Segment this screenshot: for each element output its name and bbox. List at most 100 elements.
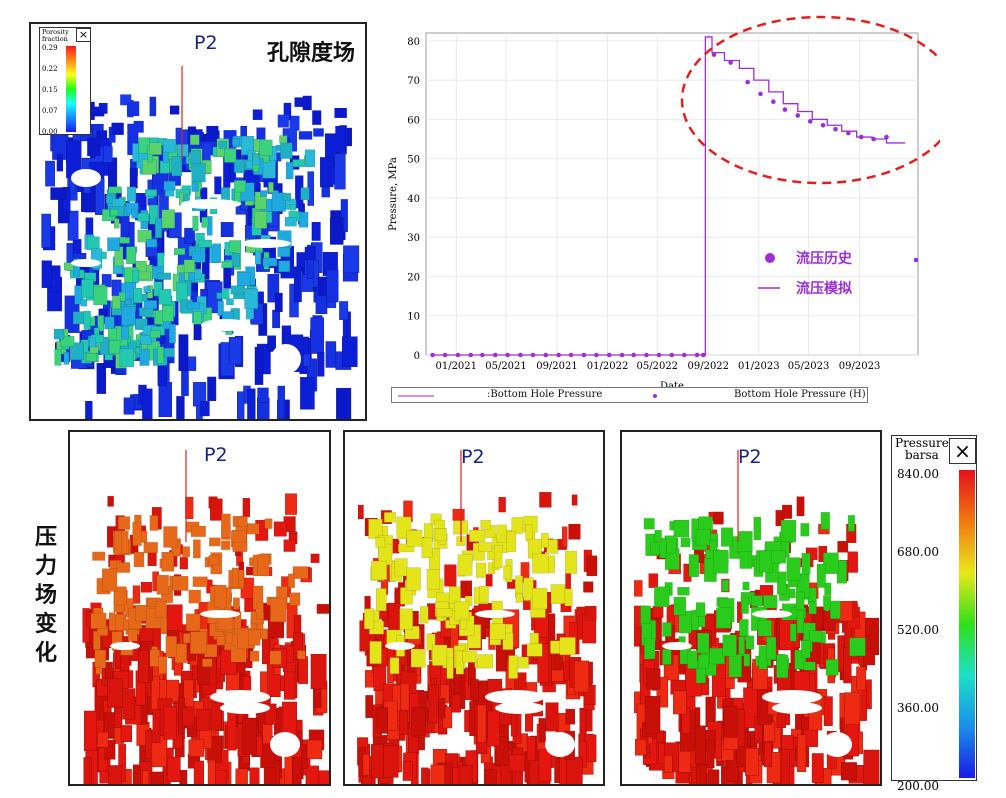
data-point-history <box>833 126 838 132</box>
legend-series-sim-label: :Bottom Hole Pressure <box>487 389 603 400</box>
data-point-history <box>711 52 717 57</box>
y-tick-label: 30 <box>407 233 420 244</box>
data-point-history <box>771 99 776 105</box>
data-point-history <box>745 79 750 85</box>
porosity-legend: Porosity fraction × 0.29 0.22 0.15 0.07 0.00 <box>39 27 91 136</box>
pressure-colorbar-tick: 200.00 <box>897 779 939 793</box>
highlight-ellipse <box>680 15 940 185</box>
pressure-colorbar-tick: 520.00 <box>897 623 939 637</box>
y-axis-label: Pressure, MPa <box>388 157 399 231</box>
x-tick-label: 09/2021 <box>536 361 578 372</box>
data-point-history <box>631 352 636 358</box>
porosity-legend-tick: 0.29 <box>42 44 58 52</box>
x-tick-label: 09/2023 <box>839 361 881 372</box>
data-point-history <box>556 352 561 358</box>
porosity-field-panel: P2 孔隙度场 Porosity fraction × 0.29 0.22 0.15… <box>29 22 367 421</box>
data-point-history <box>884 134 889 140</box>
data-point-history <box>505 352 510 358</box>
legend-line-swatch <box>398 395 434 397</box>
pressure-field-panel-3: P2 <box>620 430 882 786</box>
data-point-history <box>568 352 574 358</box>
data-point-history <box>694 352 700 358</box>
data-point-history <box>644 352 649 358</box>
plot-area <box>425 32 919 356</box>
data-point-history <box>468 352 474 358</box>
x-tick-label: 05/2021 <box>485 361 527 372</box>
data-point-history <box>782 107 788 112</box>
porosity-legend-tick: 0.15 <box>42 86 58 94</box>
data-point-history <box>846 130 851 136</box>
y-tick-label: 70 <box>407 76 420 87</box>
pressure-colorbar-title: Pressure barsa <box>895 436 949 462</box>
x-tick-label: 09/2022 <box>687 361 729 372</box>
legend-series-hist-label: Bottom Hole Pressure (H) <box>734 389 866 400</box>
data-point-history <box>594 352 599 358</box>
data-point-history <box>581 352 587 358</box>
data-point-history <box>669 352 675 358</box>
data-point-history <box>820 122 826 128</box>
pressure-color-ramp <box>959 470 975 778</box>
data-point-history <box>758 91 763 97</box>
annot-legend-history-label: 流压历史 <box>796 250 853 267</box>
pressure-3d-model-1 <box>82 450 329 784</box>
chart-series-legend: :Bottom Hole Pressure Bottom Hole Pressu… <box>391 387 868 403</box>
porosity-field-title: 孔隙度场 <box>267 41 356 66</box>
data-point-history <box>700 352 706 358</box>
data-point-history <box>430 352 435 358</box>
y-tick-label: 50 <box>407 155 420 166</box>
x-tick-label: 05/2022 <box>637 361 679 372</box>
data-point-history <box>728 60 733 65</box>
pressure-colorbar-tick: 680.00 <box>897 545 939 559</box>
annot-legend-dot <box>765 253 775 263</box>
y-tick-label: 10 <box>407 312 420 323</box>
x-axis-label: Date <box>660 381 684 392</box>
data-point-history <box>871 136 876 142</box>
well-label-p2: P2 <box>194 32 218 54</box>
y-tick-label: 60 <box>407 115 420 126</box>
porosity-legend-title: Porosity fraction <box>42 28 69 43</box>
pressure-field-change-title: 压力场变化 <box>35 525 58 666</box>
porosity-3d-model <box>41 66 360 419</box>
well-label-p2: P2 <box>461 446 485 468</box>
data-point-history <box>518 352 523 358</box>
annot-legend-sim-label: 流压模拟 <box>796 280 852 297</box>
data-point-history <box>530 352 536 358</box>
y-tick-label: 80 <box>407 37 420 48</box>
y-tick-label: 40 <box>407 194 420 205</box>
data-point-history <box>480 352 485 358</box>
pressure-colorbar-close-button[interactable]: × <box>949 438 976 464</box>
pressure-colorbar-tick: 360.00 <box>897 701 939 715</box>
pressure-colorbar: Pressure barsa × 840.00 680.00 520.00 360.0… <box>891 435 977 793</box>
data-point-history <box>442 352 448 358</box>
pressure-field-panel-1: P2 <box>68 430 331 786</box>
x-tick-label: 01/2021 <box>435 361 477 372</box>
porosity-color-ramp <box>66 46 76 132</box>
data-point-history <box>606 352 612 358</box>
well-label-p2: P2 <box>738 446 762 468</box>
porosity-legend-tick: 0.22 <box>42 65 58 73</box>
pressure-3d-model-3 <box>634 450 880 784</box>
data-point-history <box>858 134 864 140</box>
pressure-history-chart: 0 10 20 30 40 50 60 70 80 01/2021 05/2021 09/2021 01… <box>388 15 940 392</box>
porosity-legend-close-button[interactable]: × <box>76 28 91 42</box>
legend-marker-swatch <box>653 394 657 398</box>
data-point-history <box>795 113 801 118</box>
pressure-colorbar-tick: 840.00 <box>897 467 939 481</box>
y-tick-label: 20 <box>407 272 420 283</box>
x-tick-label: 05/2023 <box>788 361 830 372</box>
x-tick-label: 01/2022 <box>587 361 629 372</box>
data-point-history <box>656 352 662 358</box>
well-label-p2: P2 <box>204 444 228 466</box>
x-tick-label: 01/2023 <box>738 361 780 372</box>
data-point-history <box>543 352 549 358</box>
data-point-history <box>492 352 498 358</box>
porosity-legend-tick: 0.07 <box>42 107 58 115</box>
y-tick-label: 0 <box>414 351 420 362</box>
pressure-field-panel-2: P2 <box>343 430 605 786</box>
pressure-3d-model-2 <box>357 450 598 784</box>
data-point-history <box>455 352 461 358</box>
data-point-history <box>619 352 625 358</box>
porosity-legend-tick: 0.00 <box>42 128 58 136</box>
data-point-history <box>681 352 687 358</box>
data-point-history <box>913 257 919 263</box>
